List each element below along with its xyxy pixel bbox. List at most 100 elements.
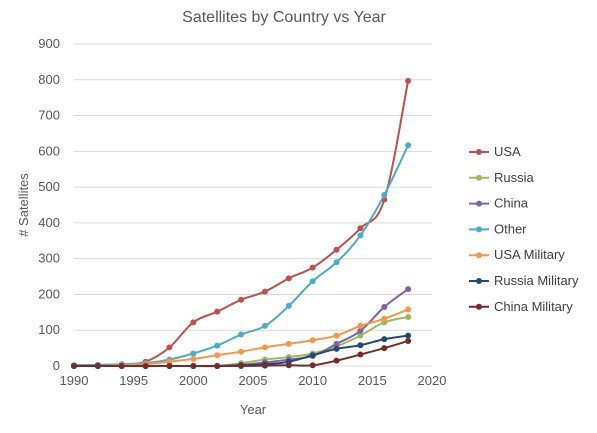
data-point-russia-military-2016: [381, 336, 388, 343]
data-point-usa-2010: [309, 264, 316, 271]
legend-item-other: Other: [469, 221, 527, 236]
legend-label: Russia: [494, 170, 535, 185]
data-point-usa-military-2010: [309, 337, 316, 344]
data-point-china-military-1992: [94, 363, 101, 369]
y-tick-label: 900: [38, 36, 60, 51]
x-tick-label: 2000: [179, 373, 208, 388]
data-point-china-military-1996: [142, 363, 149, 369]
y-tick-label: 300: [38, 251, 60, 266]
data-point-china-military-2014: [357, 351, 364, 358]
legend-swatch-marker: [476, 226, 482, 233]
x-tick-label: 2020: [418, 373, 447, 388]
legend-label: Russia Military: [494, 273, 579, 288]
y-axis-label: # Satellites: [16, 173, 31, 237]
legend-item-china: China: [469, 196, 529, 211]
x-axis-label: Year: [240, 402, 267, 417]
data-point-china-2012: [333, 340, 340, 347]
legend: USA Russia China Other USA Military Russia Mi…: [469, 144, 579, 314]
y-tick-label: 700: [38, 108, 60, 123]
data-point-china-military-2004: [238, 363, 245, 369]
y-tick-label: 0: [53, 358, 60, 373]
legend-swatch-marker: [476, 200, 482, 207]
data-point-usa-military-2008: [285, 340, 292, 347]
y-tick-label: 500: [38, 179, 60, 194]
y-tick-label: 400: [38, 215, 60, 230]
data-point-china-military-2002: [214, 363, 221, 369]
data-point-usa-2008: [285, 275, 292, 282]
x-tick-label: 2005: [239, 373, 268, 388]
data-point-usa-military-2006: [261, 344, 268, 351]
data-point-usa-1998: [166, 344, 173, 351]
data-point-china-military-2010: [309, 362, 316, 369]
data-point-other-2014: [357, 232, 364, 239]
data-point-china-military-1998: [166, 363, 173, 369]
legend-swatch-marker: [476, 149, 482, 155]
y-tick-label: 200: [38, 286, 60, 301]
x-tick-label: 2010: [298, 373, 327, 388]
x-tick-label: 1990: [60, 373, 89, 388]
data-point-usa-2000: [190, 319, 197, 326]
legend-item-usa: USA: [469, 144, 521, 159]
data-point-china-military-1994: [118, 363, 125, 369]
data-point-china-military-2012: [333, 357, 340, 364]
legend-item-china-military: China Military: [469, 299, 573, 314]
y-tick-label: 600: [38, 143, 60, 158]
data-point-china-military-2000: [190, 363, 197, 369]
data-point-other-2018: [405, 142, 412, 149]
data-point-usa-military-2002: [214, 352, 221, 359]
data-point-china-military-1990: [71, 363, 77, 369]
data-point-usa-2002: [214, 308, 221, 315]
chart-title: Satellites by Country vs Year: [182, 9, 386, 26]
data-point-other-2000: [190, 350, 197, 357]
y-axis-ticks: 0 100 200 300 400 500 600 700 800 900: [38, 36, 60, 373]
data-point-usa-military-2000: [190, 355, 197, 362]
data-point-china-military-2006: [261, 362, 268, 369]
legend-item-usa-military: USA Military: [469, 247, 565, 262]
data-point-russia-military-2010: [309, 352, 316, 359]
data-point-usa-2018: [405, 77, 412, 84]
data-point-other-2008: [285, 302, 292, 309]
data-point-russia-2018: [405, 313, 412, 320]
data-point-usa-2014: [357, 225, 364, 232]
legend-item-russia-military: Russia Military: [469, 273, 579, 288]
data-point-usa-military-2018: [405, 306, 412, 313]
legend-swatch-marker: [476, 303, 482, 310]
legend-item-russia: Russia: [469, 170, 535, 185]
data-point-usa-military-2004: [238, 348, 245, 355]
data-point-russia-military-2018: [405, 332, 412, 339]
data-point-china-2016: [381, 303, 388, 310]
data-point-usa-military-2014: [357, 322, 364, 329]
series-china-military: [71, 337, 412, 369]
data-point-usa-2006: [261, 288, 268, 295]
data-point-russia-military-2014: [357, 342, 364, 349]
data-point-usa-2012: [333, 246, 340, 253]
grid: [74, 43, 432, 331]
series-russia: [71, 313, 412, 369]
data-point-russia-military-2012: [333, 345, 340, 352]
data-point-china-military-2016: [381, 345, 388, 352]
legend-label: USA: [494, 144, 521, 159]
x-axis-ticks: 1990 1995 2000 2005 2010 2015 2020: [60, 373, 447, 388]
y-tick-label: 100: [38, 322, 60, 337]
data-point-usa-2004: [238, 296, 245, 303]
x-tick-label: 1995: [119, 373, 148, 388]
data-point-other-2016: [381, 191, 388, 198]
data-point-usa-military-1998: [166, 358, 173, 365]
data-point-china-2014: [357, 327, 364, 334]
data-point-other-2012: [333, 259, 340, 266]
data-point-other-2010: [309, 278, 316, 285]
legend-swatch-marker: [476, 278, 482, 284]
legend-swatch-marker: [476, 174, 482, 181]
y-tick-label: 800: [38, 72, 60, 87]
legend-label: USA Military: [494, 247, 565, 262]
data-point-china-2018: [405, 286, 412, 293]
legend-label: Other: [494, 221, 527, 236]
data-point-other-2006: [261, 322, 268, 329]
data-point-usa-military-2012: [333, 332, 340, 339]
x-tick-label: 2015: [358, 373, 387, 388]
series: [71, 77, 412, 369]
data-point-other-2002: [214, 342, 221, 349]
data-point-usa-military-2016: [381, 315, 388, 322]
